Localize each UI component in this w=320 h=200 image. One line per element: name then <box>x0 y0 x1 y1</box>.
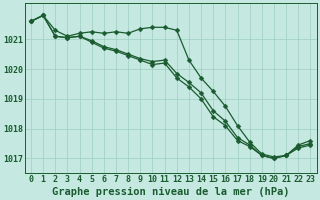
X-axis label: Graphe pression niveau de la mer (hPa): Graphe pression niveau de la mer (hPa) <box>52 186 290 197</box>
